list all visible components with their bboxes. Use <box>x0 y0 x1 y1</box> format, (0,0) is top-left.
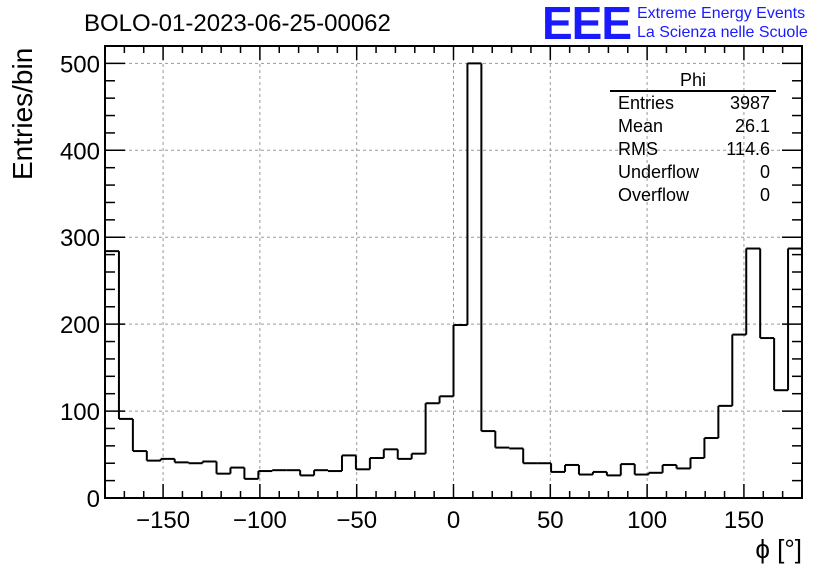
histogram-bin <box>354 455 370 471</box>
histogram-bin <box>145 451 161 462</box>
plot-title: BOLO-01-2023-06-25-00062 <box>84 10 391 37</box>
histogram-bin <box>368 457 384 470</box>
histogram-bin <box>787 247 802 391</box>
eee-logo: EEE <box>542 0 632 49</box>
histogram-bin <box>257 470 273 479</box>
histogram-bin <box>591 470 607 475</box>
histogram-bin <box>201 460 217 464</box>
y-tick-label: 400 <box>60 138 100 165</box>
stats-label: RMS <box>618 139 658 159</box>
histogram-bin <box>605 471 621 477</box>
stats-label: Overflow <box>618 185 690 205</box>
histogram-bin <box>173 458 189 464</box>
histogram-bin <box>452 324 468 397</box>
histogram-bin <box>508 447 524 450</box>
y-tick-label: 300 <box>60 225 100 252</box>
stats-label: Underflow <box>618 162 700 182</box>
logo-caption: Extreme Energy Events La Scienza nelle S… <box>637 4 808 42</box>
x-tick-label: −150 <box>136 507 190 534</box>
histogram-bin <box>647 471 663 475</box>
histogram-bin <box>661 463 677 473</box>
histogram-bin <box>424 402 440 454</box>
histogram-bin <box>327 470 342 473</box>
stats-row-entries: Entries 3987 <box>610 92 776 115</box>
histogram-bin <box>131 418 147 453</box>
histogram-bin <box>717 404 733 439</box>
histogram-bin <box>619 463 635 476</box>
y-tick-label: 0 <box>87 486 100 513</box>
histogram-bin <box>243 467 259 480</box>
histogram-bin <box>159 457 175 461</box>
stats-row-underflow: Underflow 0 <box>610 161 776 184</box>
stats-value: 3987 <box>729 93 770 113</box>
histogram-bin <box>271 469 287 472</box>
stats-value: 0 <box>759 162 770 182</box>
histogram-bin <box>522 448 538 465</box>
histogram-bars <box>105 62 802 480</box>
x-tick-label: 0 <box>447 507 460 534</box>
histogram-bin <box>689 457 705 469</box>
logo-caption-line1: Extreme Energy Events <box>637 5 806 22</box>
stats-value: 114.6 <box>726 139 770 159</box>
x-tick-label: −50 <box>336 507 377 534</box>
x-tick-label: −100 <box>233 507 287 534</box>
histogram-bin <box>466 62 482 326</box>
histogram-bin <box>494 431 510 449</box>
stats-label: Mean <box>618 116 664 136</box>
histogram-bin <box>759 248 775 340</box>
histogram-bin <box>731 333 747 406</box>
tick-labels: −150 −100 −50 0 50 100 150 0 100 200 300 400 500 <box>60 51 764 534</box>
histogram-bin <box>773 338 789 392</box>
histogram-bin <box>703 437 719 459</box>
histogram-bin <box>382 448 398 459</box>
histogram-bin <box>229 466 245 474</box>
histogram-bin <box>577 464 593 476</box>
histogram-bin <box>215 461 231 475</box>
histogram-bin <box>396 449 412 460</box>
histogram-bin <box>633 464 649 476</box>
stats-value: 26.1 <box>734 116 770 136</box>
histogram-bin <box>313 469 329 476</box>
stats-value: 0 <box>759 185 770 205</box>
stats-row-mean: Mean 26.1 <box>610 115 776 138</box>
histogram-bin <box>438 395 454 404</box>
x-tick-label: 150 <box>724 507 764 534</box>
histogram-bin <box>410 452 426 459</box>
stats-row-rms: RMS 114.6 <box>610 138 776 161</box>
logo-caption-line2: La Scienza nelle Scuole <box>637 24 808 41</box>
x-axis-label: ϕ [°] <box>755 534 802 564</box>
stats-row-overflow: Overflow 0 <box>610 184 776 207</box>
x-tick-label: 50 <box>537 507 564 534</box>
y-tick-label: 100 <box>60 399 100 426</box>
histogram-bin <box>564 463 579 472</box>
stats-box: Phi Entries 3987 Mean 26.1 RMS 114.6 Und… <box>610 70 776 207</box>
y-tick-label: 500 <box>60 51 100 78</box>
histogram-bin <box>299 470 315 477</box>
histogram-bin <box>187 462 203 465</box>
y-tick-label: 200 <box>60 312 100 339</box>
histogram-bin <box>550 463 566 473</box>
histogram-bin <box>340 454 356 472</box>
tick-marks <box>104 45 803 499</box>
histogram-bin <box>480 63 496 433</box>
x-tick-label: 100 <box>627 507 667 534</box>
stats-label: Entries <box>618 93 675 113</box>
histogram-bin <box>117 251 133 420</box>
histogram-bin <box>675 464 691 470</box>
stats-title: Phi <box>610 70 776 92</box>
histogram-bin <box>745 247 761 335</box>
y-axis-label: Entries/bin <box>7 48 38 180</box>
